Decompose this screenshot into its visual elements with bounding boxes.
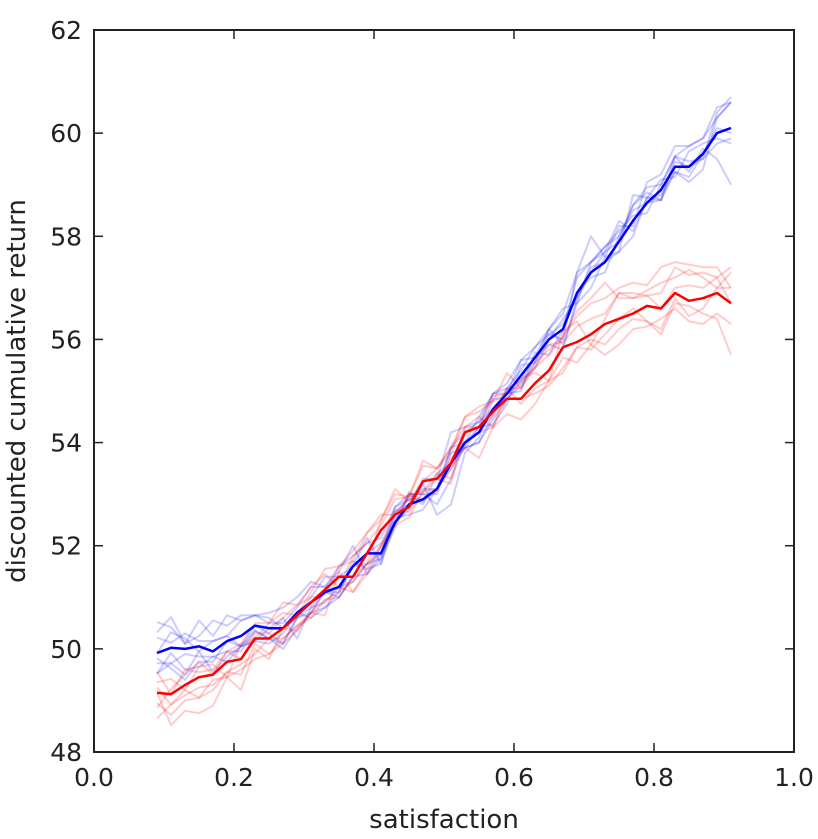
x-axis: 0.0 0.2 0.4 0.6 0.8 1.0 [74, 30, 814, 792]
x-axis-label: satisfaction [369, 805, 519, 835]
blue-run-line-2 [156, 127, 732, 681]
blue-mean-line [156, 126, 732, 655]
plot-area-frame [93, 29, 795, 753]
x-tick-label: 1.0 [774, 763, 814, 792]
red-run-line-13 [156, 302, 732, 727]
blue-run-line-4 [157, 147, 732, 665]
x-tick-label: 0.0 [74, 763, 114, 792]
y-axis: 48 50 52 54 56 58 60 62 [50, 16, 794, 767]
blue-run-line-5 [156, 96, 732, 654]
mean-lines [156, 126, 732, 696]
x-tick-label: 0.4 [354, 763, 394, 792]
y-tick-label: 50 [50, 635, 82, 664]
y-tick-label: 54 [50, 429, 82, 458]
red-mean-line [156, 291, 732, 696]
x-tick-label: 0.8 [634, 763, 674, 792]
y-tick-label: 58 [50, 222, 82, 251]
red-run-line-14 [156, 261, 732, 709]
y-tick-label: 52 [50, 532, 82, 561]
blue-run-line-8 [156, 101, 732, 675]
blue-run-line-7 [156, 137, 732, 644]
red-run-line-9 [156, 268, 731, 696]
y-axis-label: discounted cumulative return [2, 199, 32, 583]
blue-run-line-6 [156, 137, 732, 676]
y-tick-label: 60 [50, 119, 82, 148]
y-tick-label: 62 [50, 16, 82, 45]
blue-run-line-3 [156, 101, 732, 645]
y-tick-label: 56 [50, 325, 82, 354]
individual-runs [156, 96, 732, 727]
y-tick-label: 48 [50, 738, 82, 767]
blue-run-line-1 [156, 101, 732, 645]
red-run-line-11 [156, 266, 732, 716]
x-tick-label: 0.6 [494, 763, 534, 792]
x-tick-label: 0.2 [214, 763, 254, 792]
